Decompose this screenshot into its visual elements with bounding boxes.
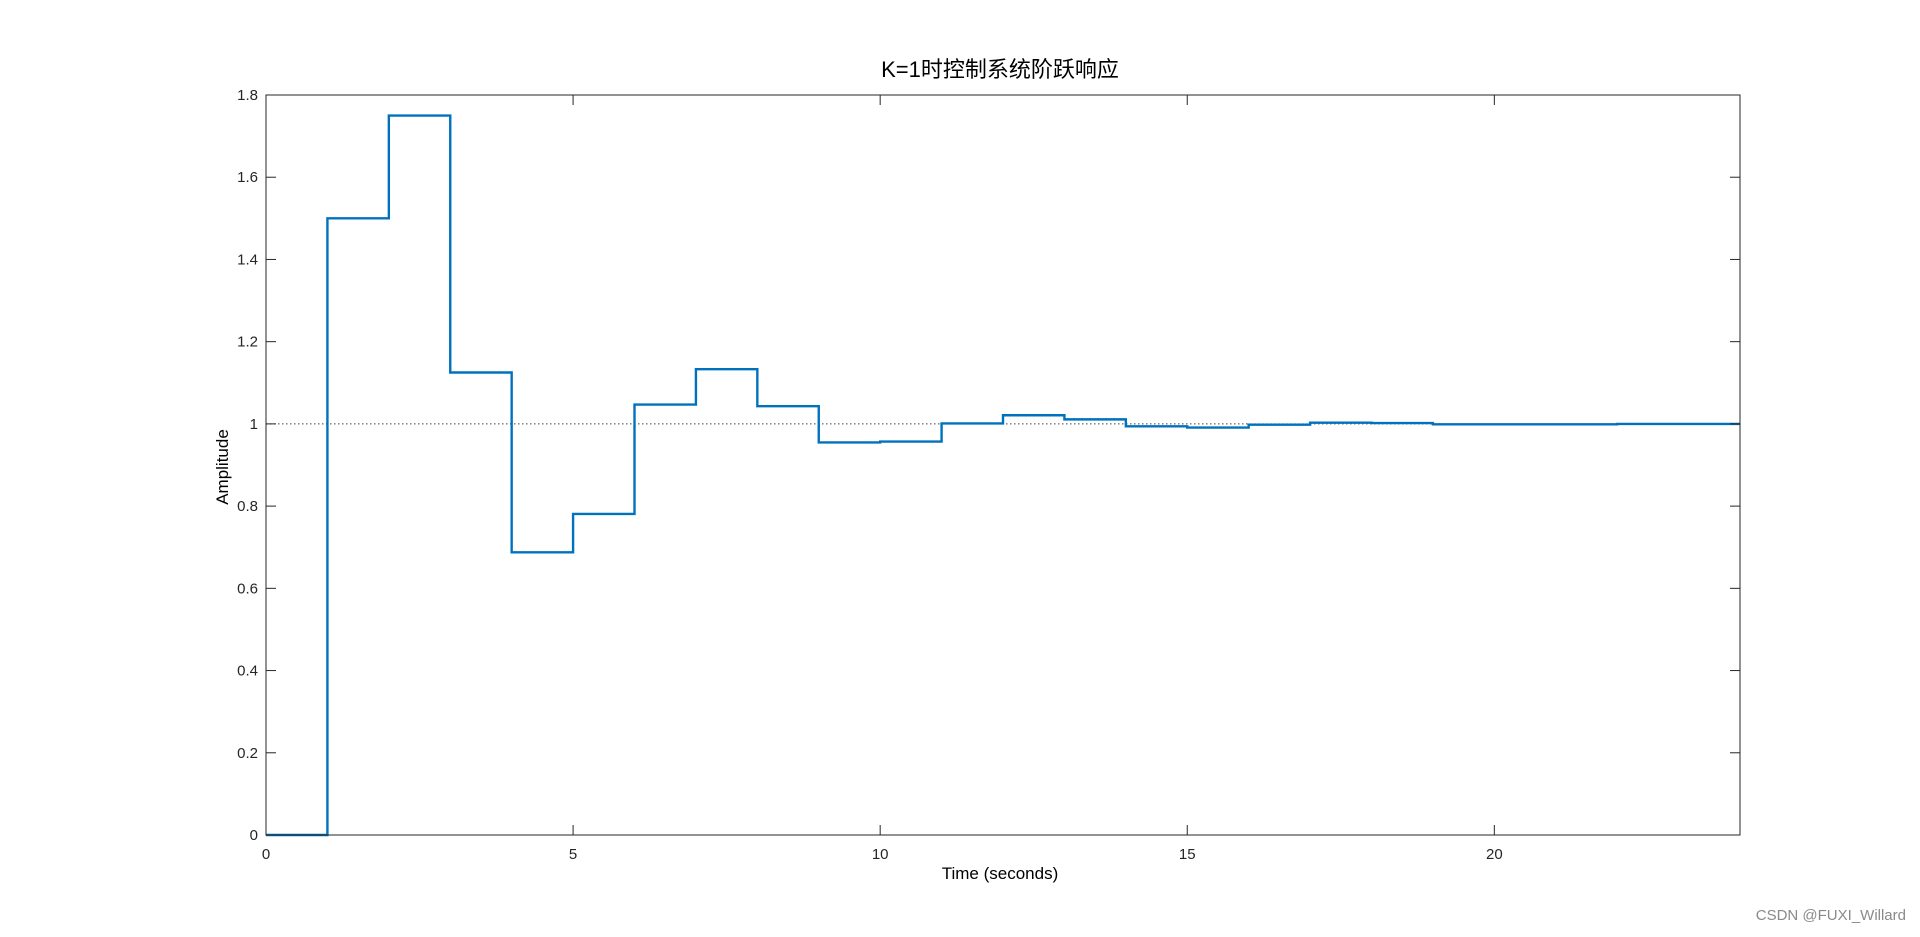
y-tick-label: 1: [250, 416, 258, 433]
y-axis-ticks: 0 0.2 0.4 0.6 0.8 1 1.2 1.4 1.6 1.8: [237, 87, 1740, 844]
y-axis-label: Amplitude: [213, 429, 232, 505]
series-group: [266, 114, 1740, 837]
plot-area-frame: [265, 94, 1741, 836]
y-tick-label: 0: [250, 827, 258, 844]
y-tick-label: 0.8: [237, 498, 258, 515]
x-axis-label: Time (seconds): [942, 864, 1059, 883]
y-tick-label: 1.6: [237, 169, 258, 186]
y-tick-label: 0.4: [237, 663, 258, 680]
x-tick-label: 5: [569, 846, 577, 863]
watermark: CSDN @FUXI_Willard: [1755, 907, 1906, 924]
x-tick-label: 0: [262, 846, 270, 863]
x-tick-label: 10: [872, 846, 889, 863]
chart-title: K=1时控制系统阶跃响应: [881, 57, 1119, 82]
series-line-0: [266, 114, 1740, 837]
y-tick-label: 1.8: [237, 87, 258, 104]
x-tick-label: 20: [1486, 846, 1503, 863]
y-tick-label: 0.2: [237, 745, 258, 762]
y-tick-label: 1.2: [237, 334, 258, 351]
x-tick-label: 15: [1179, 846, 1196, 863]
x-axis-ticks: 0 5 10 15 20: [262, 95, 1503, 863]
axes-box: [265, 94, 1741, 836]
y-tick-label: 0.6: [237, 580, 258, 597]
y-tick-label: 1.4: [237, 251, 258, 268]
